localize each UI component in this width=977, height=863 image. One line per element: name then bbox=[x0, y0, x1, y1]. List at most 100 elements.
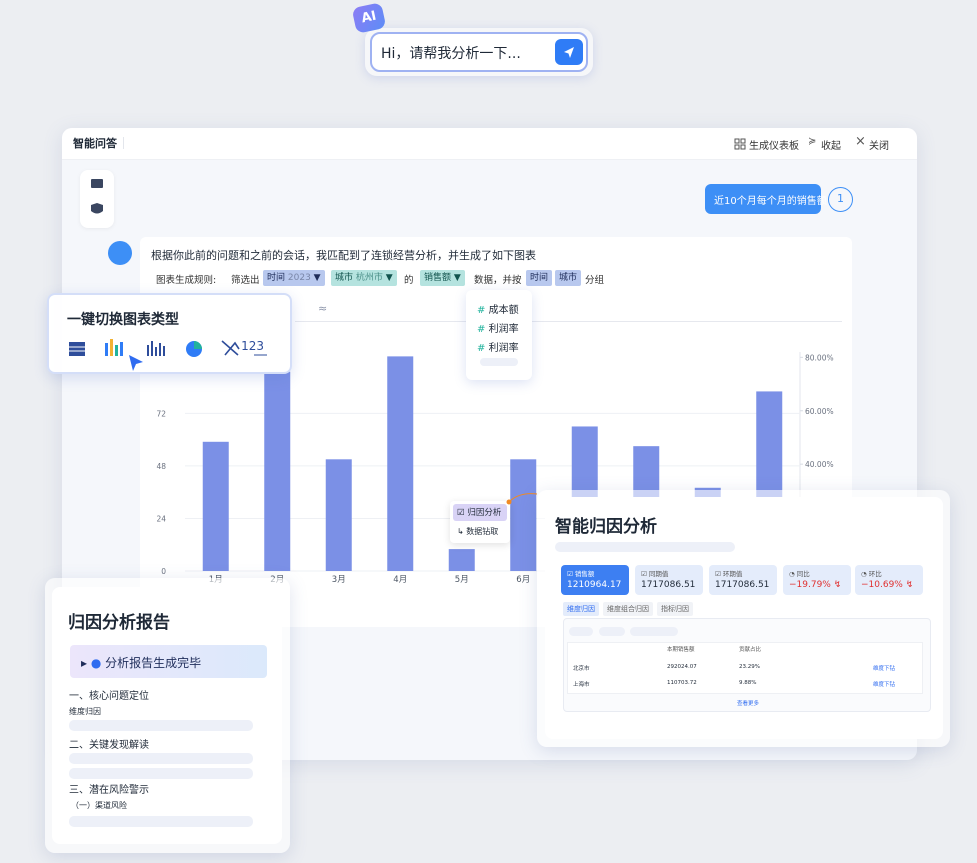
x-tick-label: 6月 bbox=[516, 575, 530, 585]
metric-dropdown: # 成本额 # 利润率 # 利润率 bbox=[466, 290, 532, 380]
dropdown-item[interactable]: # 利润率 bbox=[477, 320, 519, 335]
query-count: 1 bbox=[828, 187, 853, 212]
metric-card[interactable]: ◔ 环比 −10.69% ↯ bbox=[855, 565, 923, 595]
column-header: 贡献占比 bbox=[739, 647, 762, 653]
metric-value: 1717086.51 bbox=[641, 580, 696, 590]
sidebar-icons[interactable] bbox=[80, 170, 114, 228]
placeholder bbox=[630, 627, 678, 636]
cursor bbox=[129, 355, 143, 371]
y2-tick-label: 60.00% bbox=[805, 407, 834, 416]
status-icon: ● bbox=[90, 656, 102, 670]
card-body bbox=[52, 587, 282, 844]
placeholder bbox=[69, 753, 253, 764]
cell-link[interactable]: 维度下钻 bbox=[873, 666, 896, 672]
chip-key: 时间 bbox=[267, 273, 286, 283]
column-header: 本期销售额 bbox=[667, 647, 695, 653]
chart-type-icons[interactable]: 123 bbox=[67, 335, 267, 365]
dashboard-icon bbox=[734, 138, 746, 150]
menu-item: ☑ 归因分析 bbox=[457, 508, 502, 518]
connector-line bbox=[508, 493, 538, 503]
icon-table bbox=[69, 342, 85, 356]
cell-link[interactable]: 维度下钻 bbox=[873, 682, 896, 688]
cell: 北京市 bbox=[573, 666, 590, 672]
card-title: 智能归因分析 bbox=[555, 517, 657, 537]
placeholder bbox=[69, 720, 253, 731]
cell: 9.88% bbox=[739, 680, 757, 686]
user-query: 近10个月每个月的销售额 bbox=[714, 196, 827, 207]
action-collapse[interactable]: 收起 bbox=[821, 141, 841, 152]
placeholder bbox=[69, 768, 253, 779]
metric-label: ◔ 同比 bbox=[789, 570, 810, 578]
icon-part bbox=[734, 144, 740, 150]
cell: 292024.07 bbox=[667, 664, 697, 670]
icon-part bbox=[120, 342, 123, 356]
cell: 110703.72 bbox=[667, 680, 697, 686]
icon-bar bbox=[105, 339, 123, 356]
chart-tab-icon[interactable]: ≈ bbox=[318, 302, 328, 315]
metric-value: −10.69% ↯ bbox=[861, 580, 914, 590]
chip-metric[interactable]: 销售额 ▼ bbox=[420, 270, 465, 286]
bar bbox=[325, 459, 352, 571]
chip-city[interactable]: 城市 杭州市 ▼ bbox=[331, 270, 397, 286]
ai-input[interactable] bbox=[370, 32, 588, 72]
menu-item[interactable]: ↳ 数据钻取 bbox=[457, 527, 499, 536]
bar bbox=[264, 371, 291, 571]
menu-item-active[interactable] bbox=[453, 504, 507, 521]
tab[interactable]: 指标归因 bbox=[657, 602, 693, 616]
icon-part bbox=[740, 138, 746, 144]
icon-part bbox=[115, 345, 118, 356]
metric-value: −19.79% ↯ bbox=[789, 580, 842, 590]
status-label: 分析报告生成完毕 bbox=[105, 656, 202, 670]
table-body bbox=[567, 642, 923, 694]
metric-card[interactable]: ◔ 同比 −19.79% ↯ bbox=[783, 565, 851, 595]
dropdown-item[interactable]: # 利润率 bbox=[477, 339, 519, 354]
item-icon: # bbox=[477, 343, 486, 354]
metric-label-text: 环比 bbox=[868, 570, 882, 578]
bot-avatar bbox=[108, 241, 132, 265]
icon-part bbox=[221, 340, 240, 356]
chart-switcher: 一键切换图表类型 123 bbox=[47, 293, 292, 374]
metric-card[interactable]: ☑ 同期值 1717086.51 bbox=[635, 565, 703, 595]
metric-label-text: 环期值 bbox=[722, 570, 743, 578]
metric-value-text: −19.79% bbox=[789, 580, 831, 590]
icon-part bbox=[105, 343, 108, 356]
dropdown-item[interactable]: # 成本额 bbox=[477, 301, 519, 316]
bar bbox=[448, 549, 475, 571]
action-dashboard[interactable]: 生成仪表板 bbox=[749, 141, 799, 152]
bot-message: 根据你此前的问题和之前的会话，我匹配到了连锁经营分析，并生成了如下图表 bbox=[151, 249, 536, 262]
metric-card[interactable]: ☑ 环期值 1717086.51 bbox=[709, 565, 777, 595]
report-title: 归因分析报告 bbox=[68, 613, 170, 633]
action-close[interactable]: 关闭 bbox=[869, 141, 889, 152]
switcher-title: 一键切换图表类型 bbox=[67, 312, 179, 328]
metric-label: ☑ 销售额 bbox=[567, 570, 595, 578]
icon-part bbox=[151, 341, 153, 356]
y-tick-label: 48 bbox=[156, 462, 166, 471]
icon-part bbox=[740, 144, 746, 150]
user-bubble bbox=[705, 184, 821, 214]
chip-group-time[interactable]: 时间 bbox=[526, 270, 553, 286]
context-menu: ☑ 归因分析 ↳ 数据钻取 bbox=[450, 501, 510, 543]
chip-group-city[interactable]: 城市 bbox=[555, 270, 582, 286]
window-title: 智能问答 bbox=[73, 137, 117, 150]
section-heading: 二、关键发现解读 bbox=[69, 740, 149, 751]
action-collapse-icon: ≽ bbox=[808, 136, 817, 147]
window-header bbox=[62, 128, 917, 160]
rule-label: 图表生成规则: bbox=[156, 275, 217, 286]
icon-monitor bbox=[91, 179, 103, 188]
more-link[interactable]: 查看更多 bbox=[737, 701, 760, 707]
chip-key: 销售额 bbox=[424, 273, 452, 283]
send-button[interactable] bbox=[555, 39, 583, 65]
icon-part bbox=[194, 341, 202, 349]
item-text: 成本额 bbox=[488, 305, 519, 316]
tab-active[interactable]: 维度归因 bbox=[563, 602, 599, 616]
y-tick-label: 72 bbox=[156, 409, 166, 418]
section-heading: 三、潜在风险警示 bbox=[69, 785, 149, 796]
metric-value-text: −10.69% bbox=[861, 580, 903, 590]
placeholder bbox=[599, 627, 625, 636]
bar bbox=[510, 459, 537, 571]
tab[interactable]: 维度组合归因 bbox=[603, 602, 653, 616]
chip-time[interactable]: 时间 2023 ▼ bbox=[263, 270, 325, 286]
metric-card[interactable]: ☑ 销售额 1210964.17 bbox=[561, 565, 629, 595]
x-tick-label: 4月 bbox=[393, 575, 407, 585]
icon-shield bbox=[91, 203, 103, 214]
